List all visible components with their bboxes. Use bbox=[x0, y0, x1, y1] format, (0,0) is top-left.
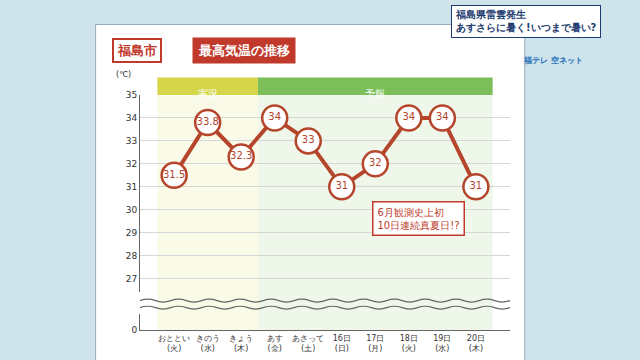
svg-text:31: 31 bbox=[126, 182, 137, 192]
svg-text:31.5: 31.5 bbox=[163, 169, 185, 180]
svg-text:福テレ 空ネット: 福テレ 空ネット bbox=[523, 55, 583, 65]
svg-text:20日(木): 20日(木) bbox=[467, 334, 485, 353]
svg-text:18日(火): 18日(火) bbox=[400, 334, 418, 353]
svg-text:32.3: 32.3 bbox=[230, 150, 252, 161]
svg-text:33: 33 bbox=[302, 134, 315, 145]
svg-text:福島市: 福島市 bbox=[117, 43, 157, 58]
svg-text:34: 34 bbox=[268, 111, 281, 122]
svg-text:きょう(木): きょう(木) bbox=[229, 334, 253, 353]
svg-text:32: 32 bbox=[126, 159, 137, 169]
svg-text:27: 27 bbox=[126, 274, 137, 284]
svg-text:最高気温の推移: 最高気温の推移 bbox=[198, 43, 290, 58]
svg-text:あす(金): あす(金) bbox=[267, 334, 283, 353]
svg-text:17日(月): 17日(月) bbox=[366, 334, 384, 353]
svg-text:16日(日): 16日(日) bbox=[333, 334, 351, 353]
svg-text:31: 31 bbox=[335, 180, 348, 191]
svg-text:19日(水): 19日(水) bbox=[433, 334, 451, 353]
svg-text:0: 0 bbox=[131, 325, 137, 335]
svg-text:28: 28 bbox=[126, 251, 138, 261]
svg-text:福島県雷雲発生あすさらに暑く!いつまで暑い?: 福島県雷雲発生あすさらに暑く!いつまで暑い? bbox=[455, 9, 597, 34]
svg-text:33.8: 33.8 bbox=[197, 116, 219, 127]
svg-text:おととい(火): おととい(火) bbox=[158, 334, 190, 353]
svg-text:34: 34 bbox=[126, 113, 138, 123]
svg-text:33: 33 bbox=[126, 136, 137, 146]
svg-text:(℃): (℃) bbox=[116, 70, 131, 79]
svg-text:35: 35 bbox=[126, 90, 137, 100]
svg-text:31: 31 bbox=[470, 180, 483, 191]
svg-text:30: 30 bbox=[126, 205, 138, 215]
svg-text:6月観測史上初10日連続真夏日!?: 6月観測史上初10日連続真夏日!? bbox=[378, 207, 460, 231]
svg-text:29: 29 bbox=[126, 228, 138, 238]
svg-text:34: 34 bbox=[436, 111, 449, 122]
svg-text:予報: 予報 bbox=[365, 88, 385, 99]
svg-text:34: 34 bbox=[402, 111, 415, 122]
svg-text:きのう(水): きのう(水) bbox=[196, 334, 220, 353]
svg-text:32: 32 bbox=[369, 157, 382, 168]
svg-text:あさって(土): あさって(土) bbox=[292, 334, 324, 353]
svg-text:実況: 実況 bbox=[198, 88, 218, 99]
